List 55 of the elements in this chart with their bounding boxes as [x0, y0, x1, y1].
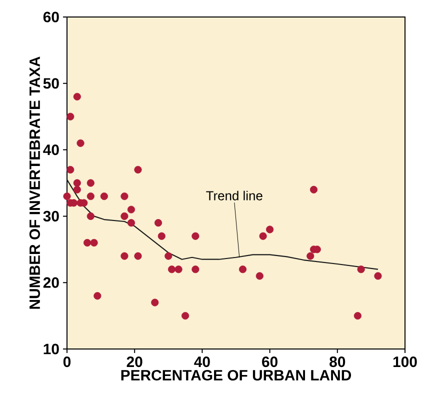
point: [192, 266, 200, 274]
point: [374, 272, 382, 280]
point: [354, 312, 362, 320]
point: [127, 219, 136, 227]
point: [120, 192, 128, 200]
point: [120, 212, 128, 220]
point: [151, 298, 159, 306]
y-tick-label: 10: [44, 344, 59, 354]
y-tick-label: 40: [43, 144, 59, 156]
point: [120, 252, 128, 260]
point: [357, 266, 365, 274]
point: [134, 252, 142, 260]
y-tick-label: 30: [43, 210, 59, 222]
line-series: [66, 179, 379, 270]
point: [259, 232, 267, 240]
y-axis-title: NUMBER OF INVERTEBRATE TAXA: [29, 56, 40, 309]
point: [238, 266, 247, 274]
point: [174, 266, 182, 274]
x-tick-label: 40: [194, 356, 210, 368]
point: [127, 206, 136, 214]
point: [134, 166, 142, 174]
x-tick-label: 80: [330, 356, 346, 368]
point: [310, 186, 318, 194]
point: [66, 112, 74, 120]
point: [306, 252, 314, 260]
point: [86, 192, 94, 200]
point: [158, 232, 166, 240]
y-tick-label: 20: [43, 277, 59, 288]
x-axis-title: PERCENTAGE OF URBAN LAND: [121, 370, 352, 381]
x-tick-label: 60: [262, 356, 278, 368]
point: [164, 252, 172, 260]
annotation: Trend line: [206, 190, 262, 200]
point: [168, 266, 176, 274]
x-tick-label: 20: [126, 356, 142, 368]
point: [86, 212, 94, 220]
point: [73, 186, 81, 194]
point: [266, 226, 274, 234]
point: [63, 192, 71, 200]
point: [76, 139, 84, 147]
point: [100, 192, 108, 200]
y-tick-label: 60: [43, 12, 59, 22]
point: [86, 179, 94, 187]
x-tick-label: 0: [63, 356, 71, 368]
point: [73, 92, 81, 100]
point: [66, 166, 74, 174]
point: [90, 238, 98, 247]
point: [256, 272, 264, 280]
point: [154, 219, 162, 227]
x-tick-label: 100: [393, 356, 417, 368]
point: [83, 238, 92, 247]
point: [94, 292, 102, 300]
point: [73, 179, 81, 187]
point: [192, 232, 200, 240]
y-tick-label: 50: [43, 78, 59, 89]
point: [182, 312, 190, 320]
